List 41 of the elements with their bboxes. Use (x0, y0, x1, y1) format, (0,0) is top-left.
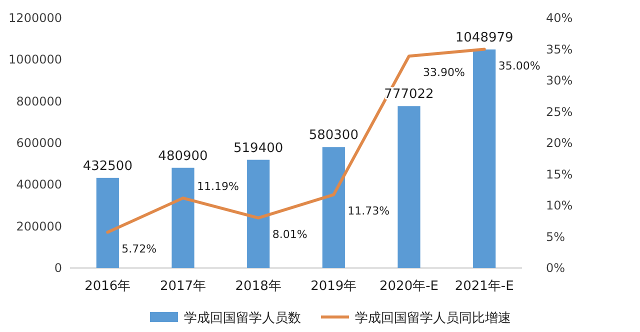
y-tick-label: 200000 (16, 219, 62, 234)
x-tick-label: 2020年-E (380, 279, 438, 294)
y2-tick-label: 40% (546, 11, 573, 25)
data-label: 519400 (234, 140, 284, 156)
x-tick-label: 2019年 (310, 279, 357, 294)
y-tick-label: 1000000 (8, 52, 62, 67)
bar (96, 178, 119, 268)
y2-tick-label: 10% (546, 198, 573, 212)
bar (398, 106, 420, 268)
y2-tick-label: 15% (546, 167, 573, 182)
y2-tick-label: 30% (546, 74, 573, 88)
bar (322, 147, 345, 268)
y2-tick-label: 5% (546, 230, 566, 244)
data-label: 5.72% (122, 242, 157, 256)
data-label: 432500 (82, 158, 132, 174)
x-tick-label: 2016年 (84, 279, 131, 294)
legend-label: 学成回国留学人员同比增速 (355, 311, 511, 326)
bar (247, 160, 270, 268)
y-tick-label: 1200000 (8, 11, 62, 25)
y2-tick-label: 20% (546, 136, 573, 150)
data-label: 580300 (308, 128, 358, 144)
y-tick-label: 0 (54, 261, 62, 275)
y2-tick-label: 25% (546, 104, 573, 119)
data-label: 480900 (158, 148, 208, 164)
y2-tick-label: 0% (546, 261, 566, 275)
y2-tick-label: 35% (546, 42, 573, 56)
data-label: 33.90% (423, 66, 465, 80)
x-tick-label: 2021年-E (454, 279, 514, 294)
y-tick-label: 800000 (16, 94, 62, 108)
data-label: 1048979 (455, 30, 514, 46)
bar (473, 49, 496, 268)
data-label: 11.73% (348, 204, 390, 218)
data-label: 35.00% (498, 59, 540, 72)
x-tick-label: 2017年 (160, 279, 206, 294)
data-label: 11.19% (197, 180, 239, 194)
legend-label: 学成回国留学人员数 (184, 311, 301, 326)
data-label: 8.01% (272, 228, 308, 241)
bar (172, 168, 194, 268)
y-tick-label: 600000 (16, 136, 62, 150)
x-tick-label: 2018年 (235, 279, 282, 294)
y-tick-label: 400000 (16, 178, 62, 192)
